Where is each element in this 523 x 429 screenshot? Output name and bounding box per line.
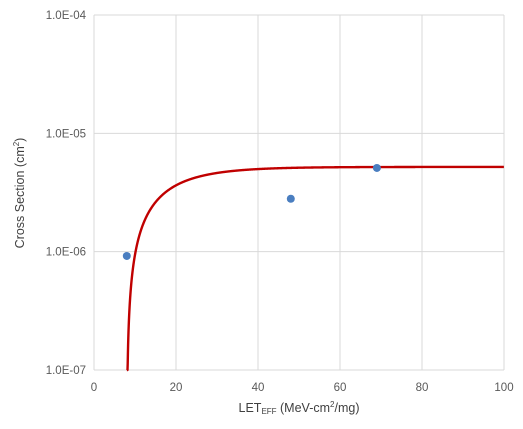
tick-labels: 0 20 40 60 80 100 1.0E-07 1.0E-06 1.0E-05 1.0E-04	[46, 10, 514, 394]
x-tick-label: 20	[170, 382, 183, 394]
x-tick-label: 40	[252, 382, 265, 394]
y-tick-label: 1.0E-06	[46, 247, 86, 259]
x-axis-label: LETEFF (MeV-cm2/mg)	[239, 400, 360, 416]
x-tick-label: 0	[91, 382, 97, 394]
y-tick-label: 1.0E-07	[46, 365, 86, 377]
fit-curve	[125, 165, 505, 372]
y-axis-label: Cross Section (cm2)	[12, 138, 27, 249]
x-tick-label: 60	[334, 382, 347, 394]
x-tick-label: 80	[416, 382, 429, 394]
y-tick-label: 1.0E-05	[46, 128, 86, 140]
x-tick-label: 100	[494, 382, 513, 394]
data-point	[286, 194, 295, 203]
data-points	[122, 163, 381, 260]
data-point	[372, 163, 381, 172]
grid	[93, 14, 505, 371]
y-tick-label: 1.0E-04	[46, 10, 87, 22]
fit-curve-layer	[125, 165, 505, 372]
data-point	[122, 251, 131, 260]
